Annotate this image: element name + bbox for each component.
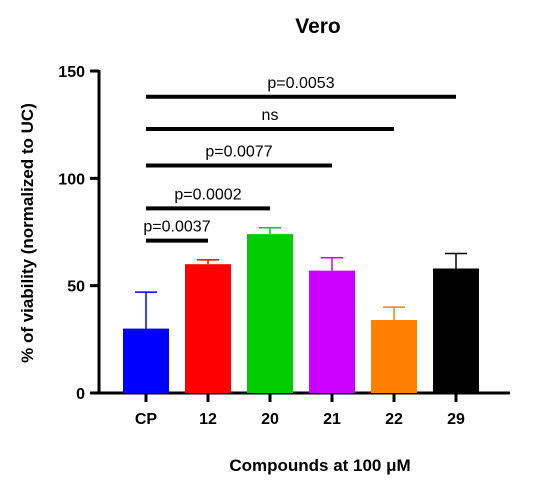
y-tick-label: 0 [76,386,85,403]
bar [185,264,231,393]
bar [247,234,293,393]
x-tick-label: CP [135,411,158,428]
significance-brackets: p=0.0037 p=0.0002 p=0.0077 ns p=0.0053 [143,75,456,243]
significance-label: ns [262,107,279,124]
y-axis-label: % of viability (normalized to UC) [18,103,37,363]
significance-label: p=0.0037 [143,219,210,236]
x-tick-label: 22 [385,411,403,428]
bars [123,234,479,393]
x-tick-label: 12 [199,411,217,428]
y-tick-label: 100 [58,171,85,188]
bar [123,328,169,393]
x-tick-label: 29 [447,411,465,428]
significance-label: p=0.0053 [267,75,334,92]
bar [309,270,355,393]
significance-label: p=0.0077 [205,143,272,160]
x-axis-label: Compounds at 100 μM [229,456,410,475]
chart-title: Vero [295,15,341,38]
error-bars [135,226,467,329]
x-tick-label: 21 [323,411,341,428]
bar [371,320,417,393]
x-tick-label: 20 [261,411,279,428]
bar [433,268,479,393]
significance-label: p=0.0002 [174,186,241,203]
y-tick-label: 150 [58,64,85,81]
y-tick-label: 50 [67,279,85,296]
